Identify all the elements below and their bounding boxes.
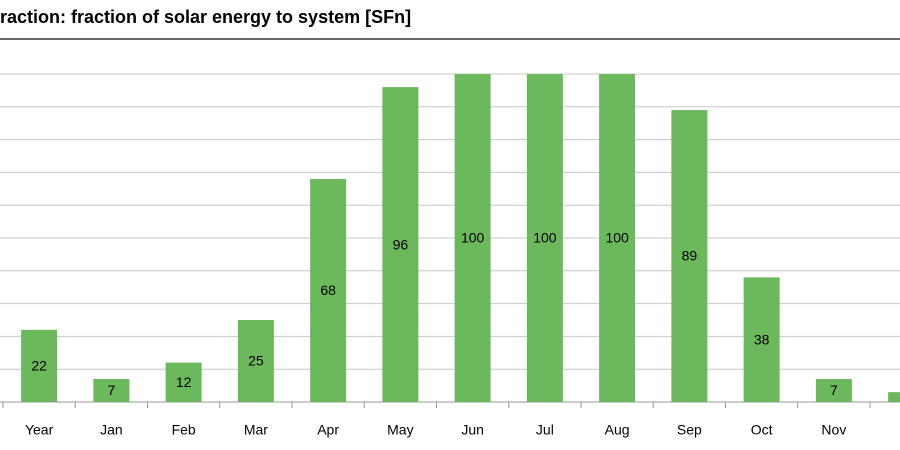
value-label: 68 <box>320 282 336 298</box>
bar <box>454 74 491 402</box>
x-tick-label: Feb <box>172 422 196 438</box>
value-label: 25 <box>248 353 264 369</box>
x-tick-label: Oct <box>751 422 773 438</box>
bar <box>526 74 563 402</box>
value-label: 96 <box>393 236 409 252</box>
x-tick-label: Apr <box>317 422 339 438</box>
bar <box>815 379 852 402</box>
x-tick-label: Mar <box>244 422 268 438</box>
x-tick-label: Jun <box>461 422 484 438</box>
x-tick-label: Year <box>25 422 54 438</box>
bar <box>599 74 636 402</box>
bar <box>310 178 347 402</box>
x-tick-label: Nov <box>821 422 846 438</box>
value-label: 100 <box>605 230 629 246</box>
value-label: 100 <box>461 230 485 246</box>
bar <box>888 392 900 402</box>
bar <box>382 87 419 403</box>
bar <box>21 329 58 402</box>
value-label: 7 <box>830 382 838 398</box>
value-label: 22 <box>31 358 47 374</box>
x-tick-label: May <box>387 422 413 438</box>
x-tick-label: Sep <box>677 422 702 438</box>
bar <box>93 379 130 402</box>
x-tick-label: Aug <box>605 422 630 438</box>
bar <box>671 110 708 402</box>
chart-title: raction: fraction of solar energy to sys… <box>0 7 411 27</box>
value-label: 12 <box>176 374 192 390</box>
bar <box>165 362 202 402</box>
bar <box>237 320 274 402</box>
value-label: 38 <box>754 331 770 347</box>
x-tick-label: Jul <box>536 422 554 438</box>
bar <box>743 277 780 402</box>
value-label: 89 <box>682 248 698 264</box>
x-tick-label: Jan <box>100 422 123 438</box>
value-label: 7 <box>107 382 115 398</box>
value-label: 100 <box>533 230 557 246</box>
